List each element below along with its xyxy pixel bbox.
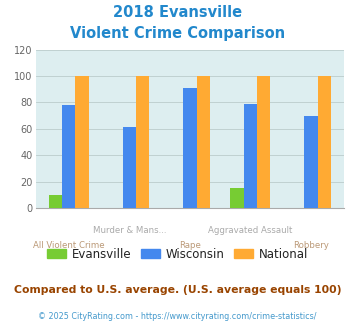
Bar bbox=[244, 104, 257, 208]
Text: 2018 Evansville: 2018 Evansville bbox=[113, 5, 242, 20]
Bar bbox=[49, 195, 62, 208]
Bar bbox=[197, 76, 210, 208]
Text: Violent Crime Comparison: Violent Crime Comparison bbox=[70, 26, 285, 41]
Bar bbox=[257, 76, 271, 208]
Text: Aggravated Assault: Aggravated Assault bbox=[208, 226, 293, 235]
Text: All Violent Crime: All Violent Crime bbox=[33, 241, 105, 250]
Legend: Evansville, Wisconsin, National: Evansville, Wisconsin, National bbox=[42, 243, 313, 265]
Text: Robbery: Robbery bbox=[293, 241, 329, 250]
Bar bbox=[304, 115, 318, 208]
Text: © 2025 CityRating.com - https://www.cityrating.com/crime-statistics/: © 2025 CityRating.com - https://www.city… bbox=[38, 312, 317, 321]
Bar bbox=[62, 105, 76, 208]
Bar bbox=[183, 88, 197, 208]
Text: Compared to U.S. average. (U.S. average equals 100): Compared to U.S. average. (U.S. average … bbox=[14, 285, 341, 295]
Bar bbox=[318, 76, 331, 208]
Text: Rape: Rape bbox=[179, 241, 201, 250]
Text: Murder & Mans...: Murder & Mans... bbox=[93, 226, 166, 235]
Bar bbox=[123, 127, 136, 208]
Bar bbox=[230, 188, 244, 208]
Bar bbox=[76, 76, 89, 208]
Bar bbox=[136, 76, 149, 208]
